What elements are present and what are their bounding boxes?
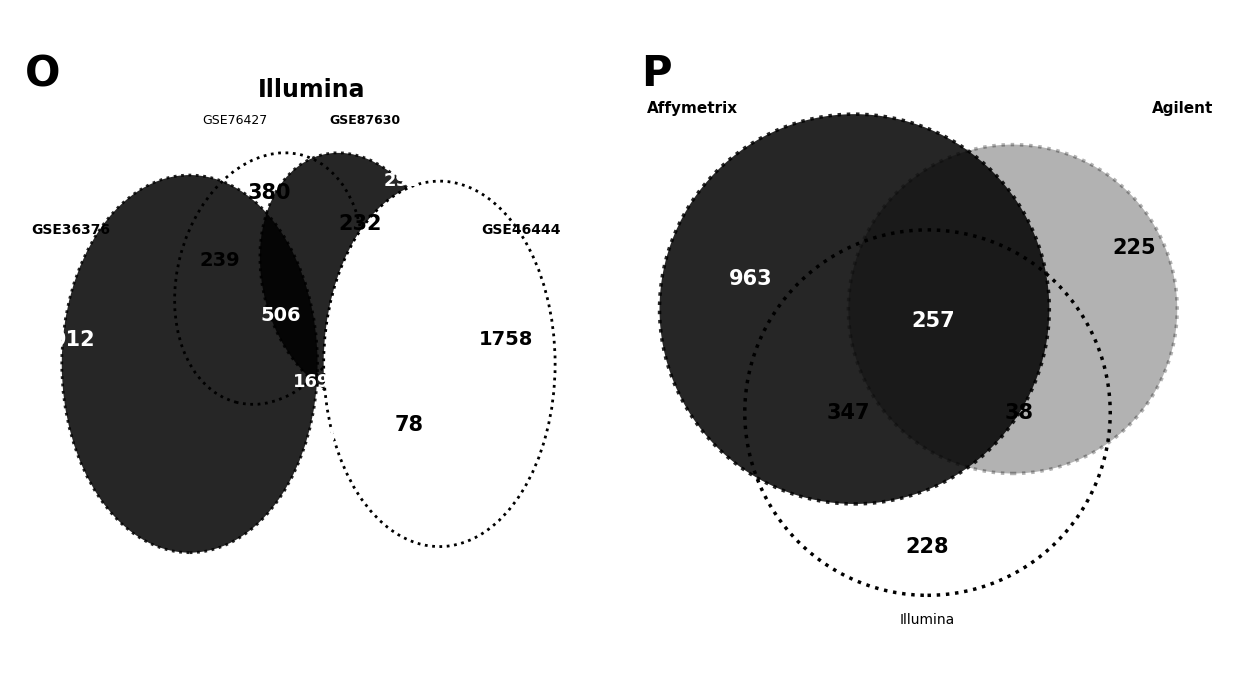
- Text: Agilent: Agilent: [1152, 100, 1214, 115]
- Text: 347: 347: [826, 403, 870, 422]
- Text: O: O: [25, 53, 61, 95]
- Text: P: P: [642, 53, 672, 95]
- Text: 225: 225: [1113, 238, 1156, 258]
- Text: 912: 912: [52, 329, 95, 350]
- Text: Illumina: Illumina: [900, 612, 955, 627]
- Ellipse shape: [260, 153, 449, 405]
- Text: Affymetrix: Affymetrix: [647, 100, 738, 115]
- Text: GSE87630: GSE87630: [330, 113, 401, 127]
- Text: GSE36376: GSE36376: [31, 223, 110, 237]
- Text: 257: 257: [912, 311, 955, 331]
- Text: 71: 71: [342, 306, 367, 324]
- Text: 34: 34: [325, 428, 347, 446]
- Ellipse shape: [323, 181, 555, 547]
- Text: 1758: 1758: [479, 330, 534, 349]
- Circle shape: [659, 114, 1049, 504]
- Text: GSE46444: GSE46444: [482, 223, 561, 237]
- Text: 239: 239: [199, 251, 240, 270]
- Text: 506: 506: [260, 306, 301, 325]
- Text: 17: 17: [276, 502, 297, 517]
- Text: 78: 78: [394, 415, 424, 435]
- Circle shape: [849, 145, 1177, 473]
- Text: 38: 38: [1005, 403, 1033, 422]
- Text: 169: 169: [292, 373, 331, 391]
- Ellipse shape: [62, 175, 317, 553]
- Text: GSE76427: GSE76427: [202, 113, 268, 127]
- Text: 380: 380: [247, 183, 291, 203]
- Text: 963: 963: [729, 269, 773, 289]
- Text: Illumina: Illumina: [258, 77, 366, 102]
- Text: 232: 232: [338, 214, 382, 234]
- Text: 292: 292: [384, 172, 421, 190]
- Text: 228: 228: [906, 536, 949, 557]
